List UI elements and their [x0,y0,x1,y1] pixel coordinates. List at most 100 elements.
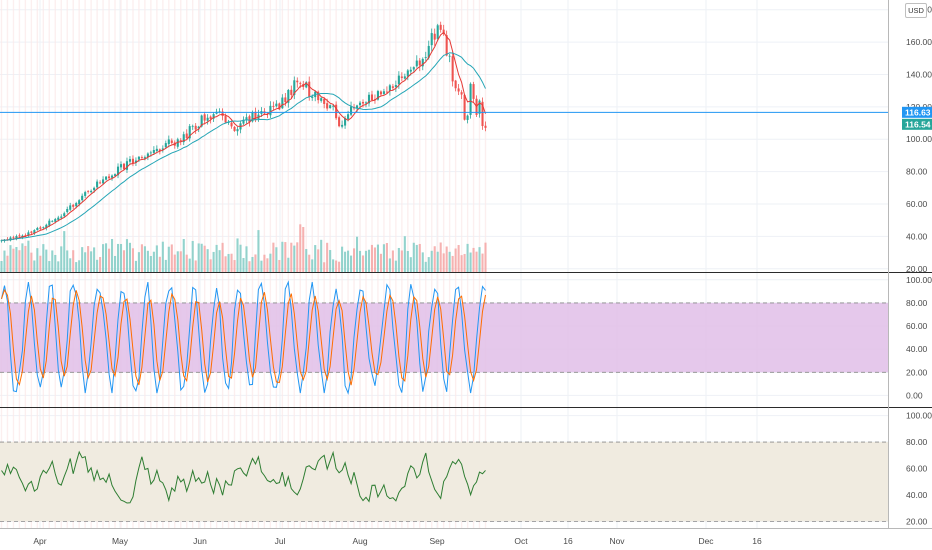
volume-bar-9 [27,240,30,272]
volume-bar-63 [188,258,191,272]
candle-body-122 [364,102,368,104]
y-tick-label-1-0: 100.00 [906,275,932,285]
volume-bar-107 [320,239,323,272]
volume-bar-93 [278,259,281,272]
volume-bar-53 [158,256,161,272]
y-tick-label-2-4: 20.00 [906,516,928,526]
candle-body-135 [403,76,406,79]
volume-bar-47 [140,244,143,272]
y-tick-label-2-3: 40.00 [906,490,928,500]
volume-bar-96 [287,257,290,272]
candle-body-134 [400,76,403,78]
candle-body-51 [152,150,155,153]
volume-bar-151 [451,255,454,272]
candle-body-157 [469,83,472,115]
volume-bar-12 [36,248,39,272]
volume-bar-78 [233,260,236,272]
volume-bar-10 [30,252,33,272]
candle-body-127 [379,91,382,95]
candle-body-14 [42,227,45,229]
candle-body-145 [433,33,436,40]
candle-body-85 [254,111,257,120]
volume-bar-153 [457,245,460,272]
candle-body-22 [66,209,69,213]
volume-bar-58 [173,254,176,272]
volume-bar-59 [176,251,179,272]
price-label-0: 116.63 [905,107,931,117]
currency-button[interactable]: USD [905,3,927,18]
candle-body-33 [99,182,102,184]
ma-fast-line [1,31,486,241]
volume-bar-23 [69,258,72,272]
volume-bar-152 [454,248,457,272]
y-tick-label-0-4: 100.00 [906,134,932,144]
volume-bar-147 [439,242,442,272]
candle-body-70 [209,116,212,119]
candle-body-4 [12,237,15,239]
volume-bar-62 [185,254,188,272]
candle-body-69 [206,117,209,121]
volume-bar-121 [361,255,365,272]
candle-body-18 [54,219,57,222]
candle-body-92 [275,103,278,107]
volume-bar-109 [326,242,329,272]
volume-bar-128 [382,244,385,272]
candle-body-79 [236,129,239,132]
volume-bar-156 [466,243,469,272]
candle-body-11 [33,230,36,234]
price-label-1: 116.54 [905,119,931,129]
y-tick-label-0-7: 40.00 [906,231,928,241]
y-tick-label-1-4: 20.00 [906,367,928,377]
volume-bar-112 [335,260,338,272]
volume-bar-142 [424,261,427,272]
volume-bar-77 [230,253,233,272]
candle-body-146 [436,25,439,39]
volume-bar-57 [170,244,173,272]
candle-body-120 [358,102,362,106]
volume-bar-30 [90,251,93,272]
candle-body-95 [284,97,287,103]
volume-bar-3 [9,245,12,272]
moving-averages [1,31,486,241]
volume-bar-114 [341,246,344,272]
candle-body-75 [224,116,227,123]
volume-bar-61 [182,239,185,272]
x-tick-label-7: 16 [563,536,573,546]
volume-bar-17 [51,250,54,272]
y-tick-label-0-6: 60.00 [906,199,928,209]
volume-bar-89 [266,258,269,272]
volume-bar-123 [367,249,371,272]
volume-bar-35 [105,243,108,272]
volume-bar-148 [442,253,445,272]
volume-bar-74 [221,242,224,272]
candle-body-12 [36,228,39,231]
candle-body-38 [113,174,117,176]
volume-bar-111 [332,259,335,272]
volume-bar-101 [302,227,305,272]
candle-body-55 [164,143,167,148]
candle-body-104 [311,96,314,98]
stoch-d-line [1,288,486,387]
candle-body-25 [75,203,78,207]
volume-bar-75 [224,256,227,272]
volume-bar-51 [152,251,155,272]
volume-bar-132 [394,260,397,272]
volume-bar-146 [436,251,439,272]
volume-bar-99 [296,242,299,272]
candle-body-0 [0,240,3,242]
candle-body-41 [122,163,126,170]
volume-bar-32 [96,259,99,272]
candle-body-8 [24,235,27,236]
candle-body-56 [167,139,170,145]
candle-body-133 [397,75,400,85]
volume-bar-117 [350,255,353,272]
candle-body-107 [320,98,323,101]
candle-body-29 [87,190,90,192]
volume-bar-66 [197,243,200,272]
volume-bar-102 [305,249,308,272]
candle-body-102 [305,82,308,88]
volume-bar-54 [161,241,164,272]
y-tick-label-2-0: 100.00 [906,411,932,421]
volume-bar-84 [251,256,254,272]
